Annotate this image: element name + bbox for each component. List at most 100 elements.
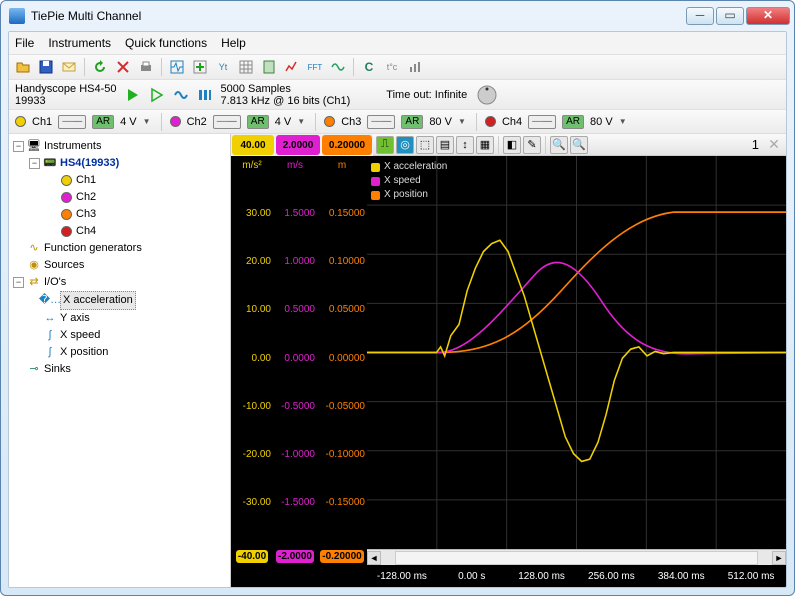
ch-led[interactable] — [170, 116, 181, 127]
scope-btn-pen[interactable]: ✎ — [523, 136, 541, 154]
tree-channel[interactable]: Ch4 — [76, 223, 96, 240]
tool-scope-icon[interactable] — [167, 57, 187, 77]
autorange-chip[interactable]: AR — [401, 115, 423, 129]
autorange-chip[interactable]: AR — [247, 115, 269, 129]
tree-toggle[interactable]: − — [13, 141, 24, 152]
coupling-chip[interactable]: —— — [213, 115, 241, 129]
scroll-left-icon[interactable]: ◄ — [367, 551, 381, 565]
info-bar: Handyscope HS4-50 19933 5000 Samples 7.8… — [9, 80, 786, 110]
menu-file[interactable]: File — [15, 36, 34, 50]
refresh-icon[interactable] — [90, 57, 110, 77]
scope-btn-4[interactable]: ▤ — [436, 136, 454, 154]
tree-channel[interactable]: Ch3 — [76, 206, 96, 223]
tree-instruments[interactable]: Instruments — [44, 138, 101, 155]
play-once-button[interactable] — [149, 87, 165, 103]
tree-device[interactable]: HS4(19933) — [60, 155, 119, 172]
axis-header[interactable]: 40.00 — [232, 135, 274, 155]
x-tick: 512.00 ms — [716, 571, 786, 582]
y-axis[interactable]: m/s1.50001.00000.50000.0000-0.5000-1.000… — [273, 156, 317, 549]
tool-fft-icon[interactable]: FFT — [305, 57, 325, 77]
maximize-button[interactable]: ▭ — [716, 7, 744, 25]
dropdown-icon[interactable]: ▼ — [297, 117, 307, 126]
tool-bars-icon[interactable] — [405, 57, 425, 77]
tool-yt-icon[interactable]: Yt — [213, 57, 233, 77]
menu-help[interactable]: Help — [221, 36, 246, 50]
scope-btn-1[interactable]: ⎍ — [376, 136, 394, 154]
ch-led[interactable] — [15, 116, 26, 127]
ch-range: 4 V — [275, 116, 292, 128]
tool-c-icon[interactable]: C — [359, 57, 379, 77]
axis-footer[interactable]: -40.00 — [236, 550, 268, 563]
ch-led[interactable] — [485, 116, 496, 127]
close-button[interactable]: ✕ — [746, 7, 790, 25]
ch-label[interactable]: Ch1 — [32, 116, 52, 128]
menu-quick-functions[interactable]: Quick functions — [125, 36, 207, 50]
scope-btn-5[interactable]: ↕ — [456, 136, 474, 154]
scope-btn-eraser[interactable]: ◧ — [503, 136, 521, 154]
scope-btn-zoom[interactable]: 🔍 — [550, 136, 568, 154]
dropdown-icon[interactable]: ▼ — [458, 117, 468, 126]
delete-icon[interactable] — [113, 57, 133, 77]
instruments-icon: 🖥 — [27, 141, 41, 153]
tree-toggle[interactable]: − — [13, 277, 24, 288]
tree-ios[interactable]: I/O's — [44, 274, 66, 291]
y-axis[interactable]: m/s²30.0020.0010.000.00-10.00-20.00-30.0… — [231, 156, 273, 549]
tree-io-item[interactable]: X position — [60, 344, 108, 361]
save-icon[interactable] — [36, 57, 56, 77]
play-button[interactable] — [125, 87, 141, 103]
autorange-chip[interactable]: AR — [92, 115, 114, 129]
legend-swatch — [371, 177, 380, 186]
coupling-chip[interactable]: —— — [528, 115, 556, 129]
axis-header[interactable]: 2.0000 — [276, 135, 320, 155]
channel-icon — [59, 209, 73, 221]
scroll-right-icon[interactable]: ► — [772, 551, 786, 565]
tree-channel[interactable]: Ch1 — [76, 172, 96, 189]
tree-fg[interactable]: Function generators — [44, 240, 142, 257]
coupling-chip[interactable]: —— — [367, 115, 395, 129]
ch-label[interactable]: Ch2 — [187, 116, 207, 128]
axis-header[interactable]: 0.20000 — [322, 135, 372, 155]
tree-sinks[interactable]: Sinks — [44, 361, 71, 378]
open-icon[interactable] — [13, 57, 33, 77]
device-icon: 📟 — [43, 158, 57, 170]
tool-chart-icon[interactable] — [282, 57, 302, 77]
minimize-button[interactable]: ─ — [686, 7, 714, 25]
dropdown-icon[interactable]: ▼ — [143, 117, 153, 126]
tree-io-item[interactable]: X speed — [60, 327, 100, 344]
sinks-icon: ⊸ — [27, 364, 41, 376]
dropdown-icon[interactable]: ▼ — [619, 117, 629, 126]
tool-wave-icon[interactable] — [328, 57, 348, 77]
scope-close-icon[interactable]: ✕ — [765, 136, 783, 154]
bars-button[interactable] — [197, 87, 213, 103]
tool-temp-icon[interactable]: t°c — [382, 57, 402, 77]
axis-footer[interactable]: -0.20000 — [320, 550, 363, 563]
tree-io-item[interactable]: X acceleration — [60, 291, 136, 310]
coupling-chip[interactable]: —— — [58, 115, 86, 129]
device-name: Handyscope HS4-50 — [15, 83, 117, 95]
knob-icon[interactable] — [475, 83, 499, 107]
io-icon: ∫ — [43, 347, 57, 359]
axis-footer[interactable]: -2.0000 — [276, 550, 314, 563]
tree-io-item[interactable]: Y axis — [60, 310, 90, 327]
y-axis[interactable]: m0.150000.100000.050000.00000-0.05000-0.… — [317, 156, 367, 549]
tree-toggle[interactable]: − — [29, 158, 40, 169]
ch-label[interactable]: Ch3 — [341, 116, 361, 128]
h-scrollbar[interactable]: ◄ ► — [367, 549, 786, 565]
menu-instruments[interactable]: Instruments — [48, 36, 111, 50]
tree-channel[interactable]: Ch2 — [76, 189, 96, 206]
scope-btn-zoom2[interactable]: 🔍 — [570, 136, 588, 154]
graph-area[interactable]: X accelerationX speedX position — [367, 156, 786, 549]
tool-meter-icon[interactable] — [259, 57, 279, 77]
ch-label[interactable]: Ch4 — [502, 116, 522, 128]
mail-icon[interactable] — [59, 57, 79, 77]
scope-btn-3[interactable]: ⬚ — [416, 136, 434, 154]
tool-add-icon[interactable] — [190, 57, 210, 77]
ch-led[interactable] — [324, 116, 335, 127]
scope-btn-2[interactable]: ◎ — [396, 136, 414, 154]
tool-table-icon[interactable] — [236, 57, 256, 77]
scope-btn-6[interactable]: ▦ — [476, 136, 494, 154]
autorange-chip[interactable]: AR — [562, 115, 584, 129]
tree-sources[interactable]: Sources — [44, 257, 84, 274]
record-button[interactable] — [173, 87, 189, 103]
print-icon[interactable] — [136, 57, 156, 77]
